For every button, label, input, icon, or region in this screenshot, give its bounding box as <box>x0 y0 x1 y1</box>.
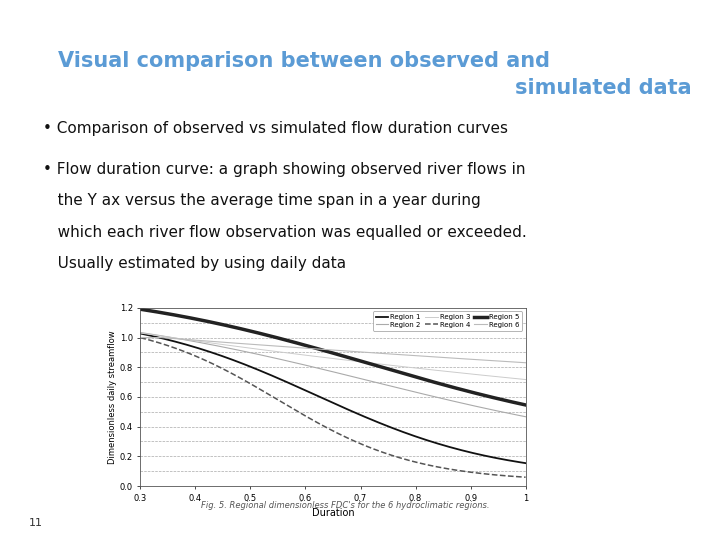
Text: Fig. 5. Regional dimensionless FDC's for the 6 hydroclimatic regions.: Fig. 5. Regional dimensionless FDC's for… <box>202 501 490 510</box>
Region 3 <box>364 360 373 366</box>
Line: Region 4: Region 4 <box>140 338 526 477</box>
Text: simulated data: simulated data <box>515 78 691 98</box>
Region 6 <box>136 334 145 341</box>
Text: Visual comparison between observed and: Visual comparison between observed and <box>58 51 549 71</box>
Region 2 <box>364 377 373 384</box>
Line: Region 2: Region 2 <box>140 333 526 417</box>
Region 3 <box>461 370 469 376</box>
Region 4 <box>364 444 373 450</box>
Region 5 <box>138 306 146 313</box>
Text: Usually estimated by using daily data: Usually estimated by using daily data <box>43 256 346 271</box>
Region 6 <box>521 360 530 366</box>
Region 6 <box>365 349 374 356</box>
Line: Region 1: Region 1 <box>140 334 526 463</box>
Region 1 <box>364 415 373 422</box>
Line: Region 6: Region 6 <box>140 338 526 363</box>
Region 2 <box>461 401 469 407</box>
Region 4 <box>485 471 494 477</box>
Region 1 <box>485 454 494 460</box>
Region 3 <box>365 360 374 366</box>
Region 4 <box>521 474 530 481</box>
Region 5 <box>521 402 530 408</box>
Text: • Comparison of observed vs simulated flow duration curves: • Comparison of observed vs simulated fl… <box>43 122 508 137</box>
Region 1 <box>461 448 469 454</box>
Region 3 <box>485 373 494 379</box>
Region 1 <box>521 460 530 467</box>
Region 4 <box>138 335 146 341</box>
Text: the Y ax versus the average time span in a year during: the Y ax versus the average time span in… <box>43 193 481 208</box>
Line: Region 5: Region 5 <box>140 309 526 405</box>
Region 6 <box>372 350 380 356</box>
Region 6 <box>364 349 373 356</box>
Region 5 <box>365 361 374 367</box>
Region 6 <box>461 356 469 362</box>
Region 4 <box>372 447 380 453</box>
Region 4 <box>136 334 145 341</box>
Region 1 <box>365 416 374 422</box>
Region 6 <box>485 357 494 364</box>
Region 3 <box>521 376 530 383</box>
Region 5 <box>364 360 373 367</box>
Region 5 <box>485 394 494 400</box>
Region 3 <box>372 360 380 367</box>
Region 6 <box>138 334 146 341</box>
Region 5 <box>461 387 469 394</box>
Region 2 <box>138 329 146 336</box>
Text: which each river flow observation was equalled or exceeded.: which each river flow observation was eq… <box>43 225 527 240</box>
Region 1 <box>138 330 146 337</box>
Region 1 <box>136 330 145 337</box>
Region 2 <box>136 329 145 336</box>
Region 3 <box>136 330 145 336</box>
Region 5 <box>372 362 380 369</box>
Region 2 <box>372 379 380 386</box>
Legend: Region 1, Region 2, Region 3, Region 4, Region 5, Region 6: Region 1, Region 2, Region 3, Region 4, … <box>373 311 522 330</box>
Region 2 <box>485 406 494 413</box>
Line: Region 3: Region 3 <box>140 333 526 380</box>
Region 4 <box>365 444 374 451</box>
Region 2 <box>521 414 530 420</box>
Text: 11: 11 <box>29 518 42 529</box>
Y-axis label: Dimensionless daily streamflow: Dimensionless daily streamflow <box>108 330 117 464</box>
Text: • Flow duration curve: a graph showing observed river flows in: • Flow duration curve: a graph showing o… <box>43 162 526 177</box>
Region 2 <box>365 377 374 384</box>
Region 5 <box>136 306 145 313</box>
Region 1 <box>372 418 380 425</box>
Region 4 <box>461 468 469 475</box>
Region 3 <box>138 330 146 336</box>
X-axis label: Duration: Duration <box>312 508 354 518</box>
